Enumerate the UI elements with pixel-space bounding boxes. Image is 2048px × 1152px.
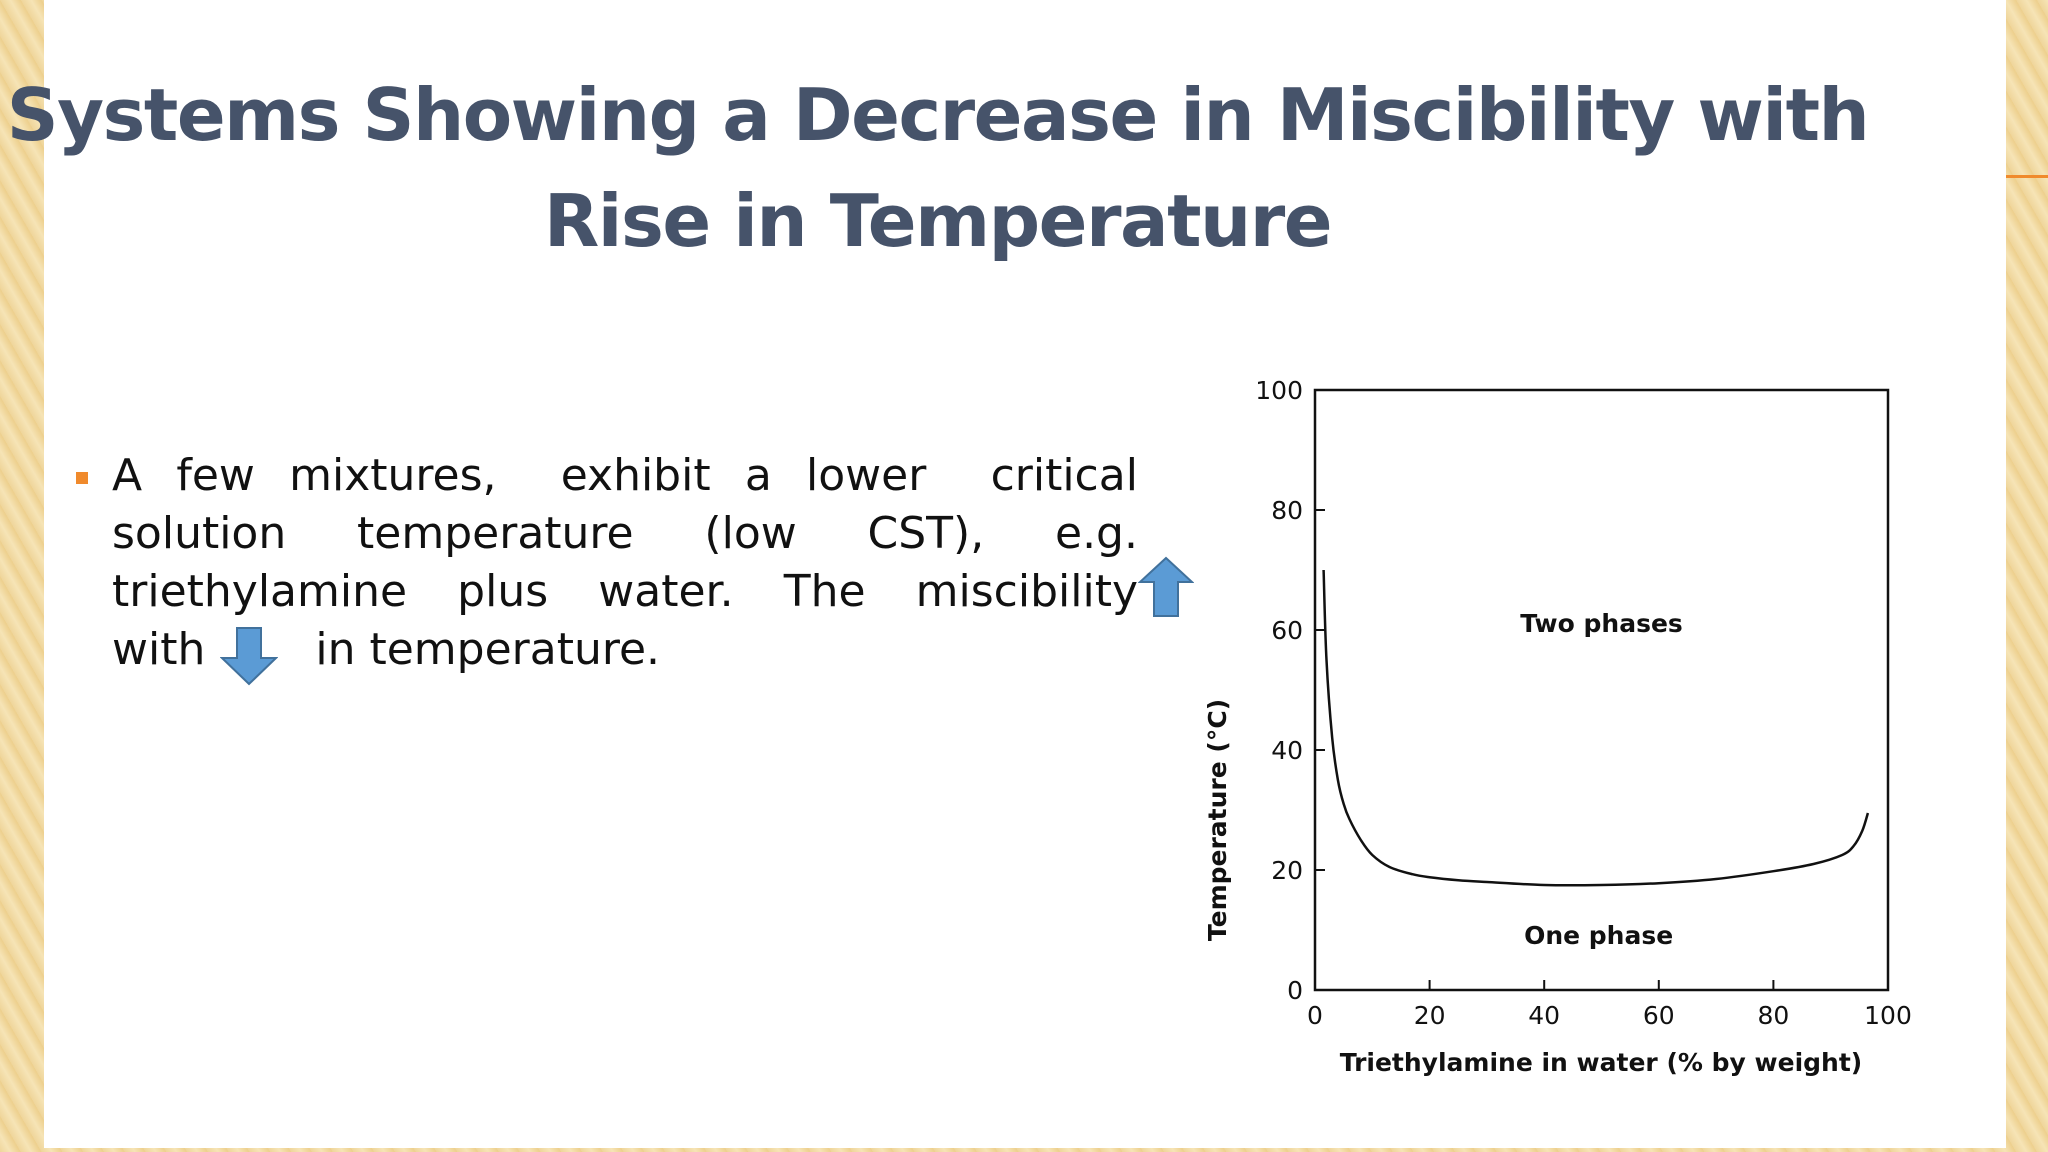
arrow-up-icon	[1138, 556, 1194, 617]
bullet-word: lower	[806, 450, 927, 501]
region-label: One phase	[1524, 921, 1673, 950]
bullet-word: exhibit	[560, 450, 711, 501]
bullet-word: e.g.	[1055, 508, 1138, 559]
x-axis: 0 20 40 60 80 100	[1307, 980, 1912, 1030]
bullet-line-1: A few mixtures, exhibit a lower critical	[112, 450, 1138, 508]
bullet-word: mixtures,	[289, 450, 497, 501]
bullet-word: triethylamine	[112, 566, 408, 617]
y-axis: 0 20 40 60 80 100	[1255, 376, 1325, 1005]
x-tick-label: 100	[1864, 1001, 1912, 1030]
region-label: Two phases	[1520, 609, 1683, 638]
bullet-word: in temperature.	[315, 624, 661, 675]
bullet-word: critical	[990, 450, 1138, 501]
x-axis-label: Triethylamine in water (% by weight)	[1340, 1048, 1862, 1077]
y-tick-label: 100	[1255, 376, 1303, 405]
bullet-marker	[76, 472, 88, 484]
y-tick-label: 80	[1271, 496, 1303, 525]
slide-title: Systems Showing a Decrease in Miscibilit…	[0, 62, 1875, 274]
bullet-word: few	[176, 450, 255, 501]
bullet-line-3: triethylamine plus water. The miscibilit…	[112, 566, 1138, 624]
y-tick-label: 0	[1287, 976, 1303, 1005]
bullet-word: plus	[457, 566, 549, 617]
bullet-word: with	[112, 624, 206, 675]
bullet-word: water.	[598, 566, 734, 617]
bullet-word: The	[783, 566, 866, 617]
bullet-word: temperature	[357, 508, 634, 559]
y-tick-label: 20	[1271, 856, 1303, 885]
bullet-line-2: solution temperature (low CST), e.g.	[112, 508, 1138, 566]
bullet-word: A	[112, 450, 143, 501]
arrow-down-icon	[220, 627, 278, 686]
x-tick-label: 80	[1757, 1001, 1789, 1030]
chart-annotations: Two phases One phase	[1520, 609, 1683, 950]
slide-accent-line	[2006, 175, 2048, 178]
slide-background	[44, 0, 2006, 1148]
bullet-line-4: with in temperature.	[112, 624, 1138, 682]
y-tick-label: 60	[1271, 616, 1303, 645]
title-line-1: Systems Showing a Decrease in Miscibilit…	[6, 73, 1870, 157]
x-tick-label: 60	[1643, 1001, 1675, 1030]
title-line-2: Rise in Temperature	[543, 179, 1333, 263]
x-tick-label: 40	[1528, 1001, 1560, 1030]
plot-frame	[1313, 388, 1890, 992]
x-tick-label: 0	[1307, 1001, 1323, 1030]
bullet-word: a	[744, 450, 772, 501]
x-tick-label: 20	[1414, 1001, 1446, 1030]
y-axis-label: Temperature (°C)	[1203, 699, 1232, 941]
bullet-word: solution	[112, 508, 287, 559]
bullet-word: CST),	[867, 508, 985, 559]
bullet-word: miscibility	[915, 566, 1138, 617]
bullet-word: (low	[704, 508, 797, 559]
y-tick-label: 40	[1271, 736, 1303, 765]
series-line	[1322, 569, 1870, 887]
phase-diagram-chart: 0 20 40 60 80 100 0 20 40 60 80 100 Two phases One …	[1203, 376, 1912, 1077]
